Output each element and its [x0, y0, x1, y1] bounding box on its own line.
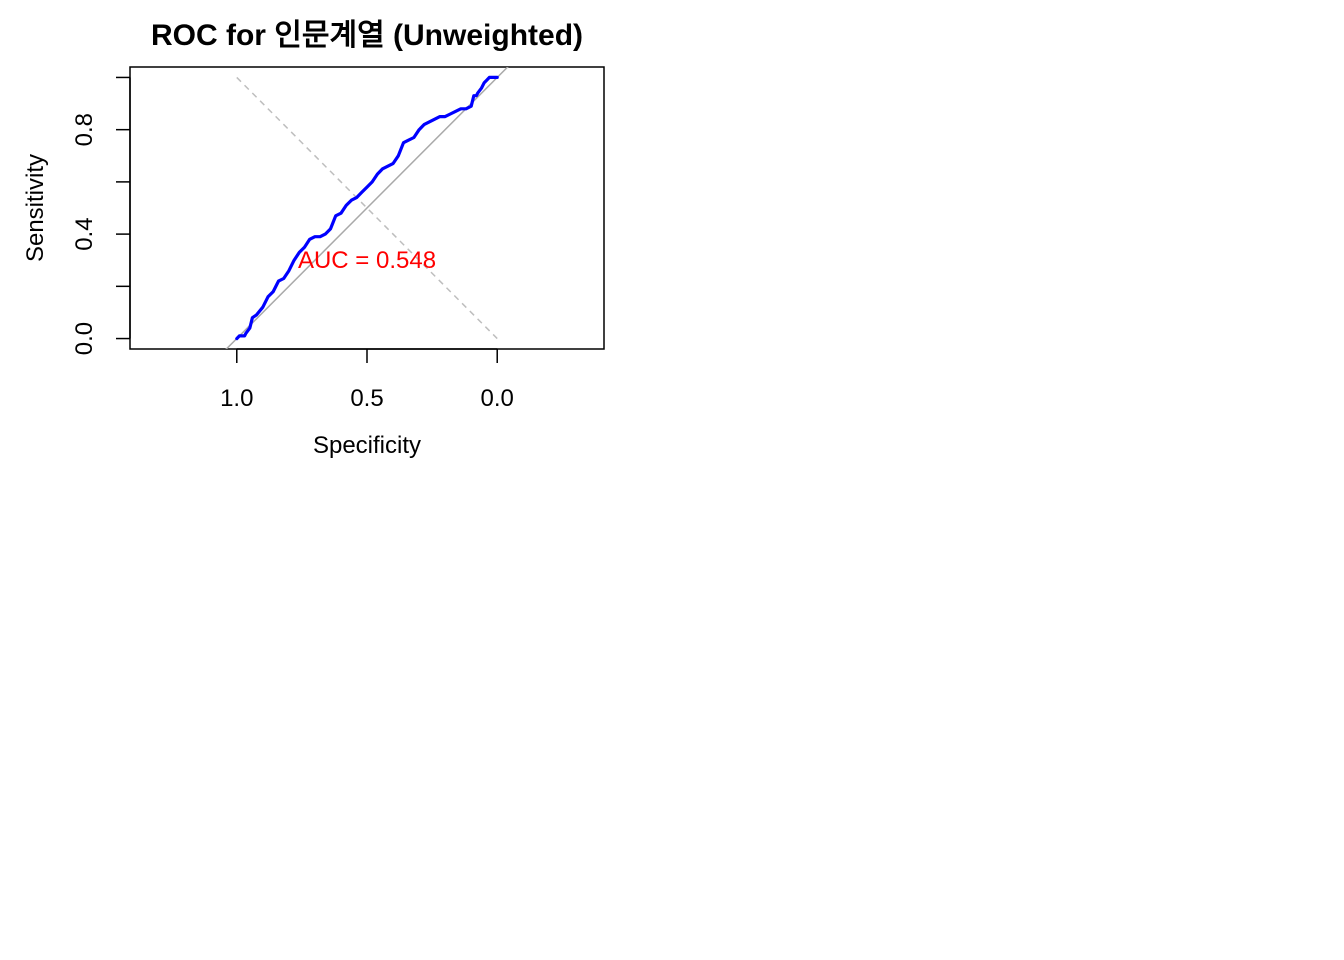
y-tick-label: 0.8 [71, 113, 98, 146]
x-tick-label: 1.0 [220, 385, 253, 412]
x-axis-label: Specificity [313, 432, 421, 459]
x-axis: 1.0 0.5 0.0 [220, 348, 514, 412]
reference-diagonal-line [225, 67, 509, 349]
x-tick-label: 0.5 [350, 385, 383, 412]
auc-annotation: AUC = 0.548 [298, 247, 436, 274]
plot-content [225, 67, 509, 349]
chart-title: ROC for 인문계열 (Unweighted) [151, 19, 583, 52]
y-tick-label: 0.0 [71, 322, 98, 355]
y-axis: 0.0 0.4 0.8 [71, 76, 131, 355]
y-tick-label: 0.4 [71, 217, 98, 250]
y-axis-label: Sensitivity [22, 154, 49, 262]
x-tick-label: 0.0 [481, 385, 514, 412]
roc-curve-line [235, 75, 499, 341]
